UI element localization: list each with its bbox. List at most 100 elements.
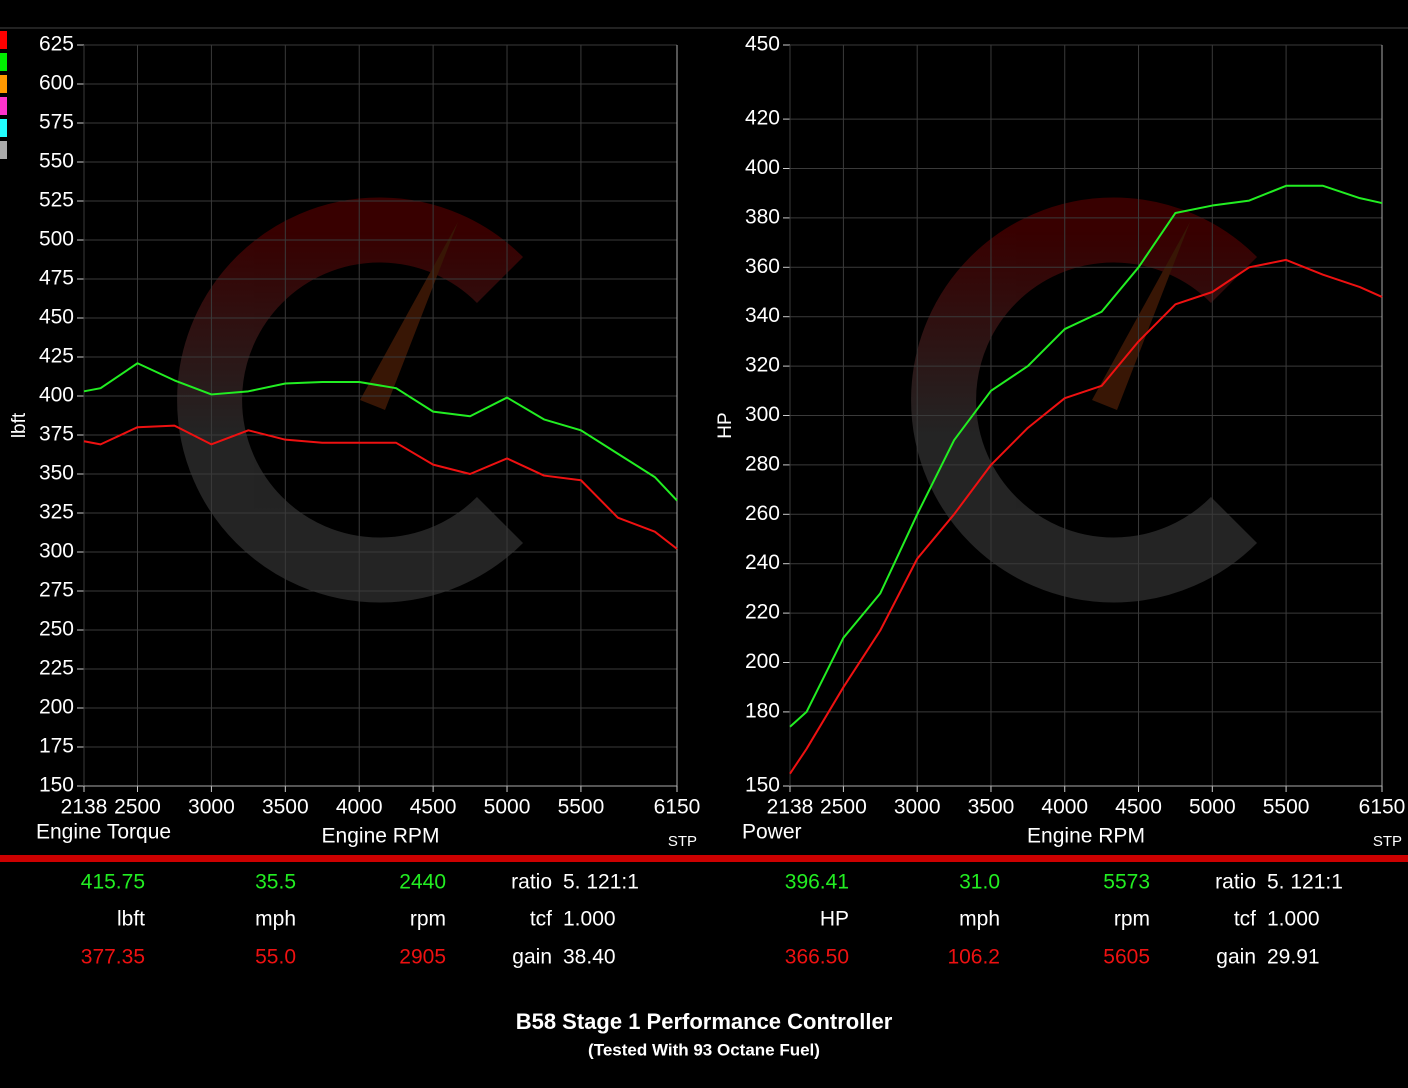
y-tick-label: 525 (39, 189, 74, 212)
x-tick-label: 6150 (1359, 796, 1406, 819)
legend-swatch (0, 31, 7, 49)
y-tick-label: 300 (39, 540, 74, 563)
y-tick-label: 575 (39, 111, 74, 134)
readout: lbft (117, 908, 145, 931)
y-tick-label: 425 (39, 345, 74, 368)
y-tick-label: 280 (745, 452, 780, 475)
legend-swatch (0, 53, 7, 71)
x-axis-label: Engine RPM (1027, 825, 1145, 848)
x-tick-label: 3500 (262, 796, 309, 819)
series-line (789, 184, 1383, 728)
readout: mph (255, 908, 296, 931)
x-tick-label: 4500 (410, 796, 457, 819)
readout: ratio (1215, 871, 1256, 894)
readout: 5. 121:1 (1267, 871, 1343, 894)
readout: 31.0 (959, 871, 1000, 894)
readout: tcf (530, 908, 552, 931)
y-tick-label: 475 (39, 267, 74, 290)
y-tick-label: 360 (745, 255, 780, 278)
y-tick-label: 200 (745, 650, 780, 673)
readout: 2440 (399, 871, 446, 894)
readout: mph (959, 908, 1000, 931)
y-axis-label: lbft (9, 412, 30, 438)
footer-subtitle: (Tested With 93 Octane Fuel) (588, 1040, 820, 1059)
y-tick-label: 450 (745, 33, 780, 56)
readout: 415.75 (81, 871, 145, 894)
legend-swatch (0, 97, 7, 115)
x-tick-label: 5000 (484, 796, 531, 819)
readout: 55.0 (255, 946, 296, 969)
y-tick-label: 325 (39, 501, 74, 524)
readout: 1.000 (563, 908, 616, 931)
y-tick-label: 225 (39, 657, 74, 680)
x-tick-label: 5000 (1189, 796, 1236, 819)
x-tick-label: 5500 (558, 796, 605, 819)
readout: gain (1216, 946, 1256, 969)
y-tick-label: 275 (39, 579, 74, 602)
y-axis-label: HP (715, 412, 736, 438)
y-tick-label: 400 (745, 156, 780, 179)
readout: HP (820, 908, 849, 931)
y-tick-label: 150 (745, 774, 780, 797)
legend-swatch (0, 119, 7, 137)
readout: rpm (1114, 908, 1150, 931)
watermark-c (911, 197, 1257, 603)
footer-title: B58 Stage 1 Performance Controller (516, 1009, 893, 1034)
readout: 29.91 (1267, 946, 1320, 969)
x-tick-label: 3000 (188, 796, 235, 819)
readout: 38.40 (563, 946, 616, 969)
x-tick-label: 2500 (820, 796, 867, 819)
x-tick-label: 4000 (1041, 796, 1088, 819)
series-line (789, 258, 1383, 775)
y-tick-label: 375 (39, 423, 74, 446)
x-tick-label: 2500 (114, 796, 161, 819)
readout: 35.5 (255, 871, 296, 894)
x-tick-label: 3500 (968, 796, 1015, 819)
y-tick-label: 380 (745, 205, 780, 228)
watermark-needle (1092, 222, 1190, 410)
x-tick-label: 4000 (336, 796, 383, 819)
x-tick-label: 2138 (767, 796, 814, 819)
y-tick-label: 420 (745, 107, 780, 130)
readout: 366.50 (785, 946, 849, 969)
chart-title: Power (742, 821, 802, 844)
readout: ratio (511, 871, 552, 894)
series-line (83, 362, 678, 502)
x-tick-label: 6150 (654, 796, 701, 819)
y-tick-label: 200 (39, 696, 74, 719)
divider (0, 855, 1408, 862)
watermark-c (177, 197, 523, 603)
legend-swatch (0, 141, 7, 159)
readout: tcf (1234, 908, 1256, 931)
x-tick-label: 5500 (1263, 796, 1310, 819)
readout: 106.2 (947, 946, 1000, 969)
readout: 5605 (1103, 946, 1150, 969)
y-tick-label: 150 (39, 774, 74, 797)
y-tick-label: 450 (39, 306, 74, 329)
y-tick-label: 260 (745, 502, 780, 525)
series-line (83, 424, 678, 550)
x-tick-label: 4500 (1115, 796, 1162, 819)
y-tick-label: 500 (39, 228, 74, 251)
y-tick-label: 400 (39, 384, 74, 407)
readout: 2905 (399, 946, 446, 969)
y-tick-label: 600 (39, 72, 74, 95)
y-tick-label: 340 (745, 304, 780, 327)
readout: 377.35 (81, 946, 145, 969)
readout: 396.41 (785, 871, 849, 894)
y-tick-label: 175 (39, 735, 74, 758)
y-tick-label: 625 (39, 33, 74, 56)
readout: gain (512, 946, 552, 969)
y-tick-label: 220 (745, 601, 780, 624)
readout: 5573 (1103, 871, 1150, 894)
readout: 1.000 (1267, 908, 1320, 931)
y-tick-label: 300 (745, 403, 780, 426)
chart-title: Engine Torque (36, 821, 171, 844)
x-tick-label: 2138 (61, 796, 108, 819)
x-axis-label: Engine RPM (322, 825, 440, 848)
y-tick-label: 320 (745, 354, 780, 377)
y-tick-label: 550 (39, 150, 74, 173)
y-tick-label: 250 (39, 618, 74, 641)
x-tick-label: 3000 (894, 796, 941, 819)
